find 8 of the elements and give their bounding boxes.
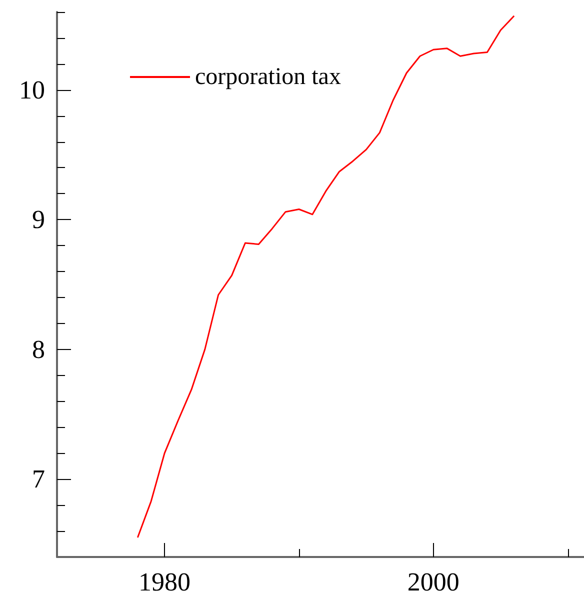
y-tick-label: 10 bbox=[19, 75, 45, 104]
y-tick-label: 8 bbox=[32, 334, 45, 364]
y-tick-label: 9 bbox=[32, 205, 45, 234]
y-tick-label: 7 bbox=[32, 464, 45, 494]
x-tick-label: 1980 bbox=[138, 568, 191, 596]
x-tick-label: 2000 bbox=[407, 568, 460, 596]
line-series bbox=[136, 15, 515, 538]
legend-label: corporation tax bbox=[195, 64, 341, 90]
